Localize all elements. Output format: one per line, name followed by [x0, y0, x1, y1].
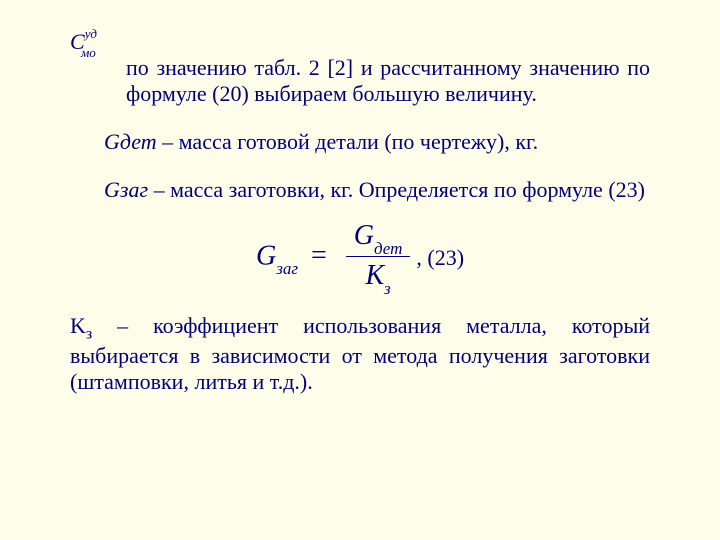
den-sub: з	[384, 279, 391, 298]
den-base: К	[365, 260, 384, 291]
paragraph-2: Gдет – масса готовой детали (по чертежу)…	[70, 129, 650, 155]
equals-sign: =	[311, 240, 327, 271]
paragraph-3: Gзаг – масса заготовки, кг. Определяется…	[70, 177, 650, 203]
first-paragraph-block: Судмо по значению табл. 2 [2] и рассчита…	[70, 25, 650, 107]
paragraph-3-text: – масса заготовки, кг. Определяется по ф…	[148, 177, 645, 202]
equation-23: Gзаг = Gдет Кз , (23)	[70, 221, 650, 295]
eq-lhs-base: G	[256, 240, 276, 271]
eq-lhs-sub: заг	[276, 259, 298, 278]
paragraph-4: Kз – коэффициент использования металла, …	[70, 313, 650, 395]
document-page: Судмо по значению табл. 2 [2] и рассчита…	[0, 0, 720, 540]
num-base: G	[354, 220, 374, 251]
c-sup: уд	[85, 26, 97, 41]
gdet-symbol: Gдет	[104, 129, 157, 154]
fraction-numerator: Gдет	[346, 221, 411, 257]
equation-number: (23)	[427, 245, 464, 270]
gzag-symbol: Gзаг	[104, 177, 148, 202]
c-sub: мо	[81, 45, 96, 60]
fraction-denominator: Кз	[346, 257, 411, 294]
c-ud-mo-symbol: Судмо	[70, 29, 112, 55]
paragraph-1: по значению табл. 2 [2] и рассчитанному …	[126, 55, 650, 107]
comma: ,	[416, 245, 427, 270]
kz-symbol: Kз	[70, 313, 92, 338]
num-sub: дет	[374, 239, 402, 258]
paragraph-4-text: – коэффициент использования металла, кот…	[70, 313, 650, 394]
fraction: Gдет Кз	[346, 221, 411, 295]
paragraph-2-text: – масса готовой детали (по чертежу), кг.	[157, 129, 538, 154]
